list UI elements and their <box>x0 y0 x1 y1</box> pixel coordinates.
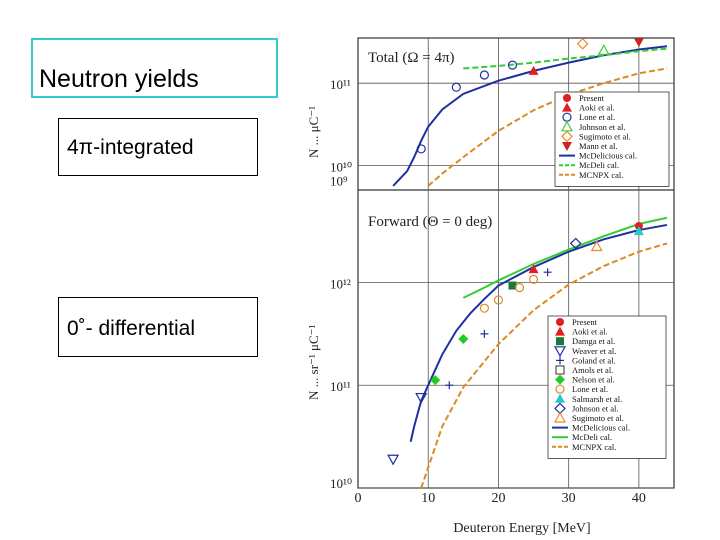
forward-legend-label: McDelicious cal. <box>572 423 630 433</box>
forward-legend-label: Amols et al. <box>572 365 613 375</box>
total-y-tick-label: 10¹¹ <box>330 77 351 92</box>
total-legend-label: MCNPX cal. <box>579 170 623 180</box>
forward-series-mcnpx-cal- <box>420 242 668 489</box>
total-legend-label: Mann et al. <box>579 141 617 151</box>
forward-y-axis-label: N ... sr⁻¹ μC⁻¹ <box>306 324 321 400</box>
forward-marker-damga-et-al- <box>508 281 517 290</box>
total-marker-sugimoto-et-al- <box>576 37 589 50</box>
forward-legend-marker <box>555 374 565 385</box>
total-legend-label: Present <box>579 93 605 103</box>
forward-y-tick-label: 10¹⁰ <box>330 476 352 491</box>
total-series-mcdelicious-cal- <box>392 45 668 187</box>
total-legend-marker <box>562 142 572 151</box>
forward-marker-goland-et-al- <box>480 329 489 338</box>
total-legend-marker <box>563 94 571 102</box>
total-legend-label: McDelicious cal. <box>579 151 637 161</box>
total-marker-lone-et-al- <box>416 144 426 154</box>
forward-marker-goland-et-al- <box>445 381 454 390</box>
forward-legend-label: Nelson et al. <box>572 375 615 385</box>
forward-legend-label: MCNPX cal. <box>572 442 616 452</box>
forward-legend-marker <box>553 411 567 423</box>
forward-marker-goland-et-al- <box>543 268 552 277</box>
forward-marker-lone-et-al- <box>514 283 525 293</box>
x-tick-label: 10 <box>421 491 435 506</box>
total-legend-label: McDeli cal. <box>579 160 619 170</box>
forward-y-tick-label: 10¹¹ <box>330 379 351 394</box>
forward-marker-present <box>634 221 643 230</box>
forward-legend-marker <box>556 318 564 326</box>
forward-y-tick-label: 10⁹ <box>330 174 348 189</box>
forward-legend-label: Present <box>572 317 598 327</box>
forward-legend-label: Johnson et al. <box>572 403 619 413</box>
total-y-tick-label: 10¹⁰ <box>330 159 352 174</box>
forward-marker-sugimoto-et-al- <box>590 240 603 252</box>
total-marker-mann-et-al- <box>633 38 644 48</box>
forward-marker-lone-et-al- <box>479 303 489 313</box>
forward-legend-marker <box>556 356 564 365</box>
forward-legend-marker <box>555 326 565 336</box>
subtitle-0deg-differential: 0˚- differential <box>58 297 258 357</box>
forward-marker-johnson-et-al- <box>569 237 582 250</box>
total-legend-marker <box>561 130 573 143</box>
forward-marker-nelson-et-al- <box>458 334 469 344</box>
total-series-mcdeli-cal- <box>463 47 668 70</box>
total-legend-label: Johnson et al. <box>579 122 626 132</box>
x-tick-label: 0 <box>355 491 362 506</box>
total-legend-marker <box>562 102 572 112</box>
x-tick-label: 20 <box>491 491 505 506</box>
subtitle-4pi-integrated: 4π-integrated <box>58 118 258 176</box>
forward-marker-nelson-et-al- <box>430 375 441 386</box>
forward-legend-label: Damga et al. <box>572 336 615 346</box>
total-marker-aoki-et-al- <box>528 65 539 75</box>
forward-series-mcdeli-cal- <box>462 216 668 299</box>
forward-legend-label: McDeli cal. <box>572 432 612 442</box>
total-marker-johnson-et-al- <box>597 44 610 55</box>
forward-legend-label: Aoki et al. <box>572 327 608 337</box>
forward-series-mcdelicious-cal- <box>409 223 668 442</box>
forward-panel-title: Forward (Θ = 0 deg) <box>368 214 492 230</box>
total-marker-lone-et-al- <box>507 60 518 70</box>
total-legend-label: Lone et al. <box>579 112 615 122</box>
total-marker-lone-et-al- <box>451 82 461 92</box>
forward-legend-marker <box>555 393 565 403</box>
x-tick-label: 40 <box>632 491 646 506</box>
forward-y-tick-label: 10¹² <box>330 276 351 291</box>
forward-legend-marker <box>555 365 565 375</box>
forward-legend-label: Weaver et al. <box>572 346 616 356</box>
forward-marker-weaver-et-al- <box>387 454 400 466</box>
total-legend-box <box>554 91 670 187</box>
slide-title: Neutron yields <box>31 38 278 98</box>
total-legend-label: Aoki et al. <box>579 103 615 113</box>
x-axis-label: Deuteron Energy [MeV] <box>453 521 590 536</box>
total-marker-lone-et-al- <box>479 70 489 80</box>
forward-marker-lone-et-al- <box>528 274 539 284</box>
forward-legend-label: Goland et al. <box>572 355 616 365</box>
total-legend-label: Sugimoto et al. <box>579 131 631 141</box>
x-tick-label: 30 <box>562 491 576 506</box>
total-panel-title: Total (Ω = 4π) <box>368 50 455 66</box>
forward-legend-label: Salmarsh et al. <box>572 394 622 404</box>
forward-marker-lone-et-al- <box>493 295 504 305</box>
forward-marker-weaver-et-al- <box>415 392 428 404</box>
forward-marker-salmarsh-et-al- <box>633 226 644 236</box>
total-y-axis-label: N ... μC⁻¹ <box>306 106 321 158</box>
forward-legend-marker <box>553 346 567 358</box>
forward-legend-label: Sugimoto et al. <box>572 413 624 423</box>
total-series-mcnpx-cal- <box>427 67 668 187</box>
forward-marker-aoki-et-al- <box>528 264 539 274</box>
forward-legend-marker <box>556 337 564 346</box>
forward-legend-label: Lone et al. <box>572 384 608 394</box>
forward-legend-box <box>547 315 667 459</box>
forward-legend-marker <box>555 384 565 394</box>
forward-legend-marker <box>556 366 564 374</box>
